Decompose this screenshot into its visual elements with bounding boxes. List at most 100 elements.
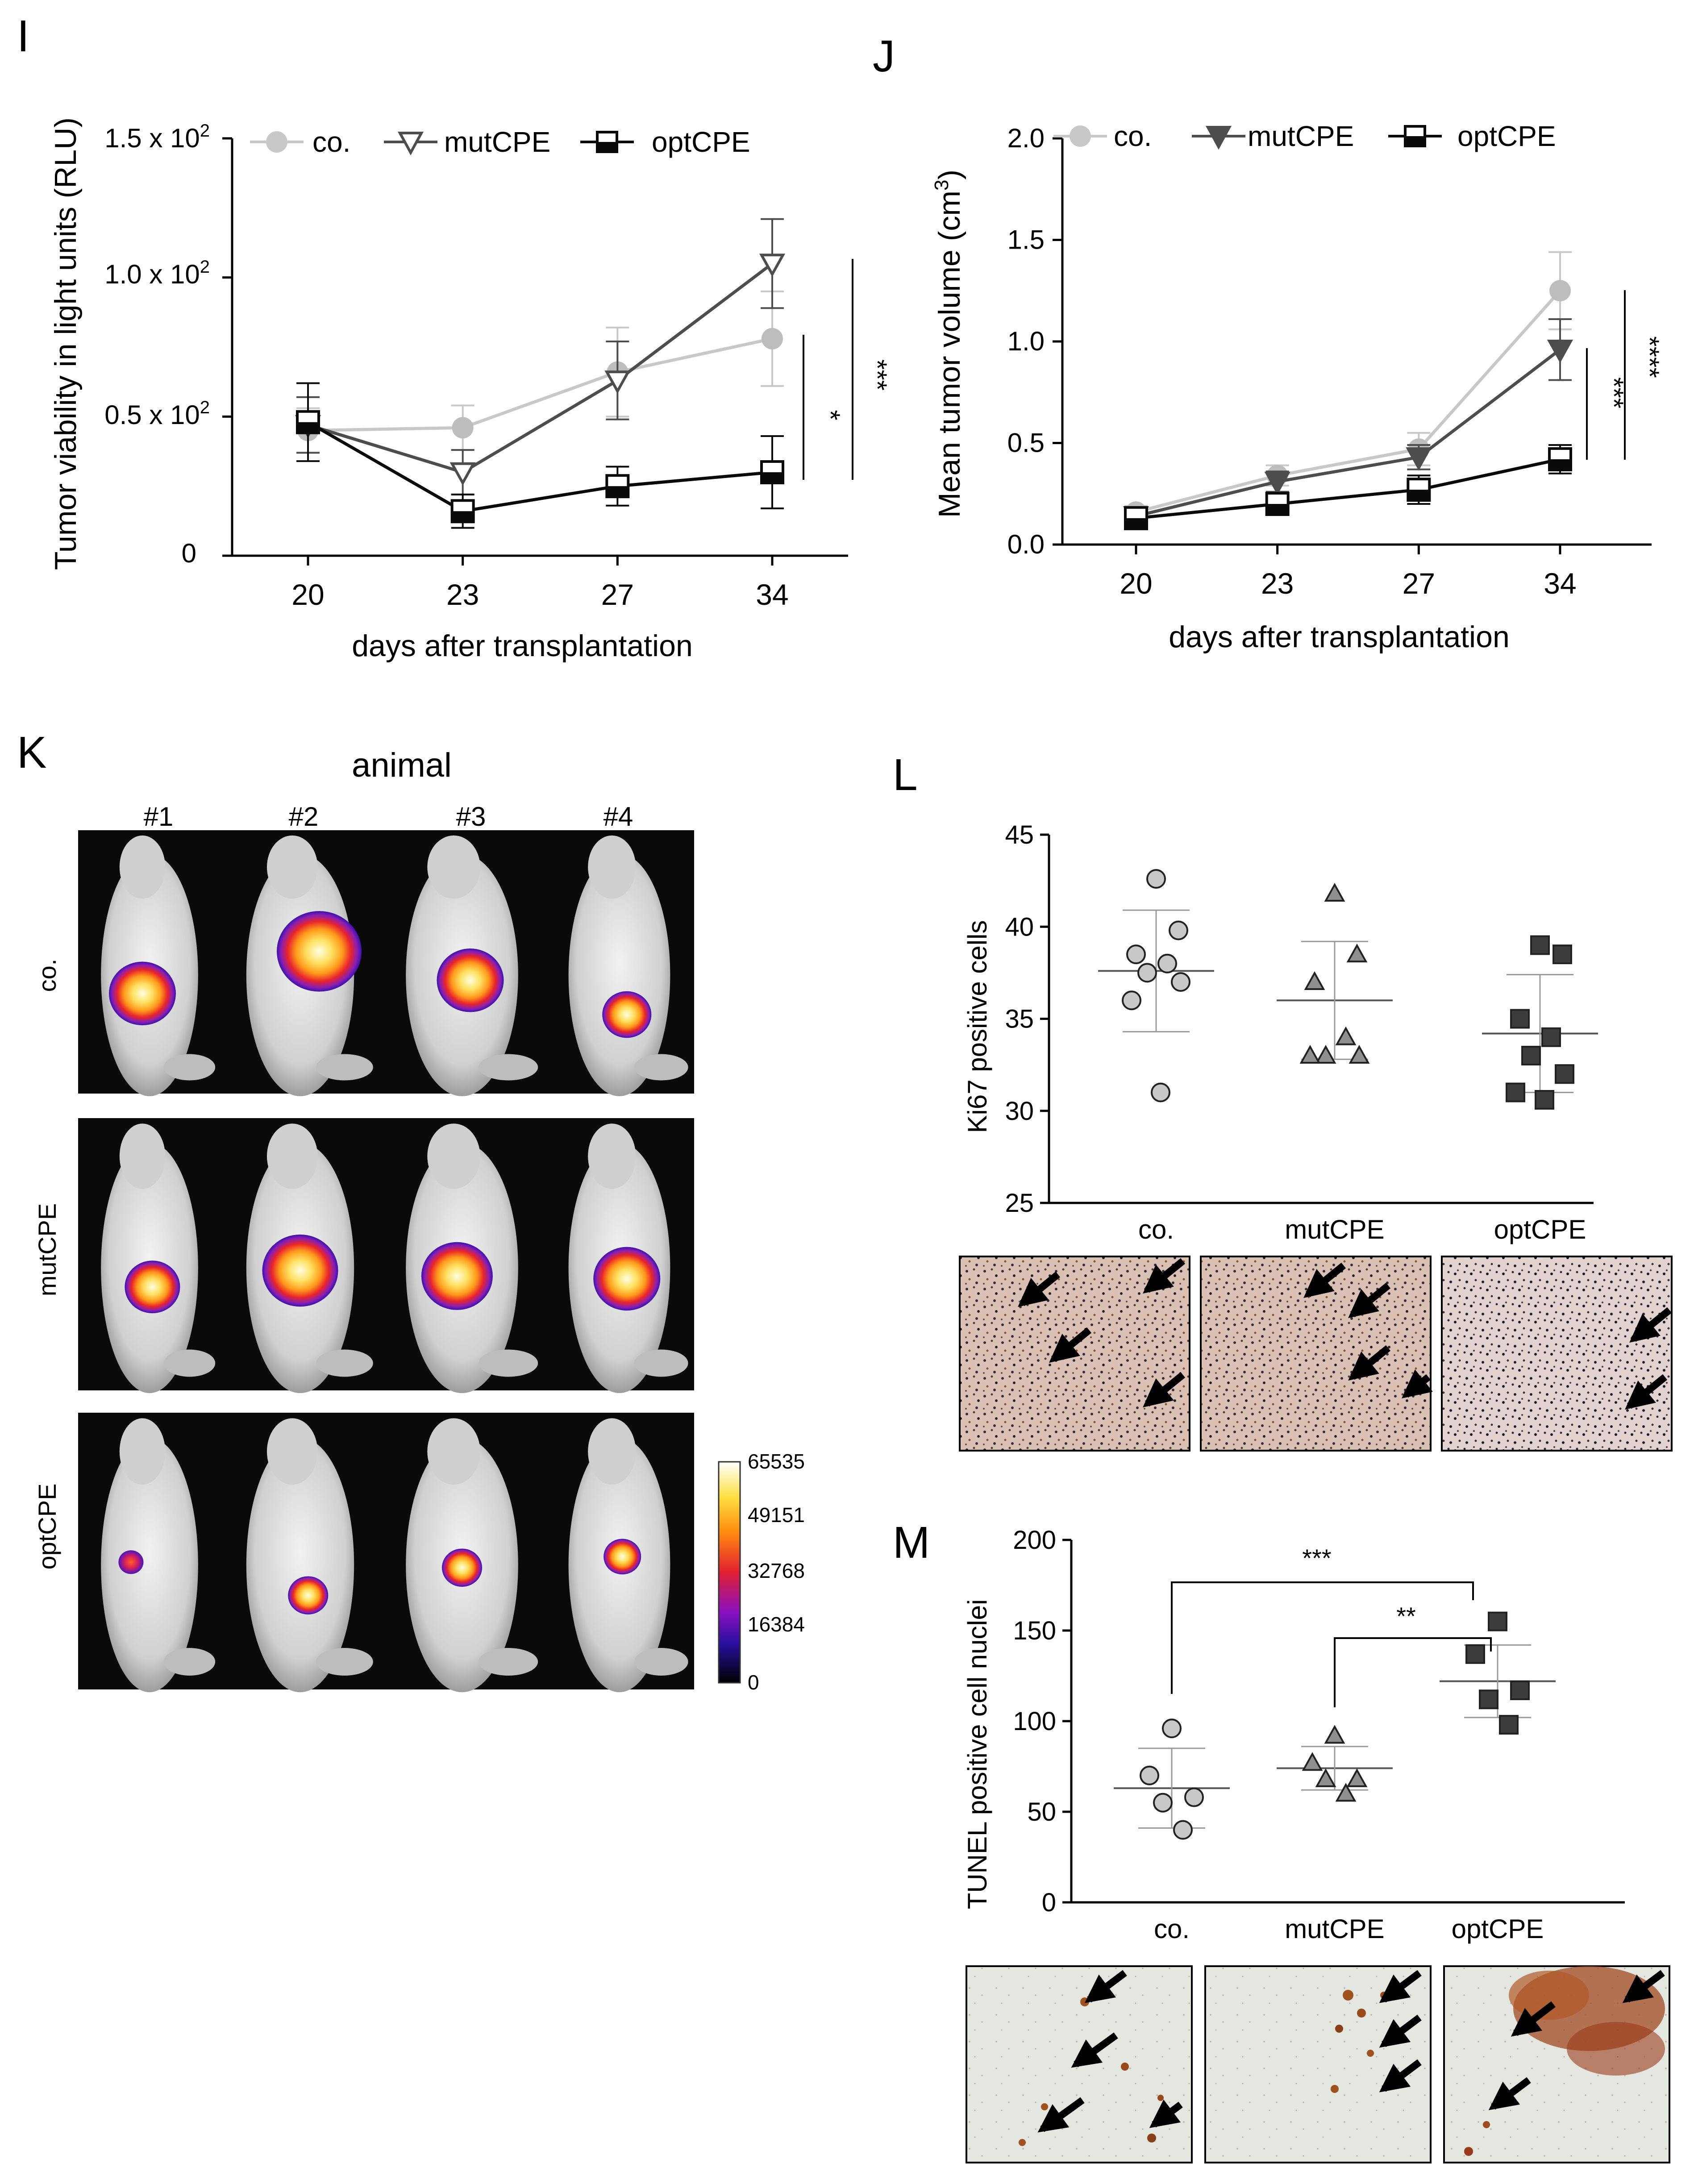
x-tick-label: 20 — [291, 578, 324, 611]
data-point-optCPE-fill — [1549, 459, 1571, 470]
chart-M-bracket — [1334, 1637, 1492, 1707]
imaging-row — [78, 1118, 694, 1394]
data-point-optCPE-fill — [762, 472, 783, 483]
mouse-head — [266, 835, 318, 899]
x-category-label: mutCPE — [1285, 1215, 1384, 1244]
data-point-mutCPE — [1547, 340, 1573, 363]
legend-label-mut: mutCPE — [444, 126, 550, 158]
legend-marker-opt — [597, 142, 617, 152]
data-point-optCPE — [1548, 447, 1572, 471]
y-tick-label: 0.0 — [1007, 529, 1045, 559]
data-point-co. — [1137, 963, 1157, 983]
data-point-mutCPE — [1304, 971, 1325, 990]
mouse-leg — [634, 1349, 688, 1377]
data-point-optCPE — [1521, 1046, 1541, 1065]
x-tick-label: 34 — [1544, 567, 1576, 600]
chart-I: Tumor viability in light units (RLU) day… — [49, 117, 892, 663]
colorbar-tick: 16384 — [748, 1613, 805, 1636]
data-point-optCPE — [760, 460, 784, 484]
ylabel-base: Mean tumor volume (cm — [932, 191, 966, 518]
bioluminescence-signal — [593, 1247, 661, 1311]
chart-M-sig: ** — [1396, 1602, 1416, 1630]
legend-marker-opt — [1405, 136, 1425, 146]
chart-J-sig: *** — [1599, 377, 1629, 408]
ki67-micrograph-optcpe — [1441, 1256, 1673, 1452]
legend-label-opt: optCPE — [652, 126, 750, 158]
data-point-optCPE — [1555, 1064, 1574, 1084]
arrow — [1629, 1307, 1672, 1343]
mouse-body — [246, 1437, 354, 1693]
panel-label-M: M — [893, 1518, 930, 1568]
arrow — [1049, 1327, 1092, 1363]
chart-M: TUNEL positive cell nuclei 050100150200 … — [962, 1526, 1670, 2163]
x-tick-label: 27 — [1403, 567, 1435, 600]
data-point-mutCPE — [1302, 1752, 1323, 1771]
panel-label-L: L — [893, 750, 918, 800]
legend-marker-co — [1070, 125, 1091, 147]
mouse-leg — [634, 1648, 688, 1676]
series-line-mutCPE — [307, 262, 774, 474]
x-category-label: optCPE — [1494, 1215, 1586, 1244]
data-point-optCPE-fill — [452, 511, 474, 522]
x-tick-label: 23 — [446, 578, 479, 611]
y-tick-label: 2.0 — [1007, 123, 1045, 153]
legend-label-opt: optCPE — [1457, 120, 1556, 152]
ylabel-end: ) — [932, 170, 966, 180]
panel-label-J: J — [873, 31, 895, 81]
series-line-optCPE — [1136, 458, 1561, 520]
data-point-co. — [1169, 920, 1188, 940]
mouse-head — [119, 835, 166, 899]
data-point-mutCPE — [1324, 882, 1345, 902]
y-tick-label: 40 — [1005, 912, 1034, 941]
arrow — [1511, 2001, 1556, 2037]
colorbar — [718, 1461, 741, 1684]
data-point-optCPE-fill — [1266, 504, 1288, 515]
chart-M-ylabel: TUNEL positive cell nuclei — [962, 1599, 992, 1909]
y-tick-label: 0.5 — [1007, 428, 1045, 458]
arrow — [1379, 2059, 1422, 2092]
data-point-mutCPE — [1315, 1768, 1336, 1787]
x-tick-label: 20 — [1120, 567, 1152, 600]
imaging-title: animal — [352, 746, 452, 784]
x-category-label: co. — [1154, 1914, 1190, 1944]
chart-J-legend: co. mutCPE optCPE — [1053, 120, 1556, 152]
arrow — [1348, 1345, 1391, 1381]
imaging-panel-K: animal #1 #2 #3 #4 co. mutCPE optCPE 655… — [33, 746, 805, 1694]
mouse-head — [266, 1123, 318, 1189]
x-tick-label: 23 — [1261, 567, 1294, 600]
data-point-mutCPE — [1335, 1783, 1357, 1802]
data-point-optCPE — [605, 474, 630, 499]
data-point-optCPE — [1124, 506, 1148, 530]
data-point-co. — [1153, 1793, 1173, 1813]
x-category-label: mutCPE — [1285, 1914, 1384, 1944]
colorbar-tick: 32768 — [748, 1559, 805, 1582]
data-point-optCPE — [1499, 1715, 1519, 1735]
chart-J-xlabel: days after transplantation — [1169, 620, 1510, 654]
y-tick-label: 50 — [1027, 1797, 1056, 1826]
data-point-mutCPE — [1324, 1725, 1345, 1744]
chart-J-sig: **** — [1635, 336, 1665, 378]
mouse-leg — [164, 1648, 216, 1676]
chart-I-ytick: 0 — [182, 538, 196, 568]
y-tick-label: 25 — [1005, 1189, 1034, 1218]
mouse-body — [101, 1437, 198, 1693]
chart-I-legend: co. mutCPE optCPE — [250, 126, 750, 158]
bioluminescence-signal — [109, 961, 176, 1026]
x-category-label: optCPE — [1452, 1914, 1544, 1944]
tunel-arrows — [1037, 1970, 1665, 2133]
data-point-optCPE-fill — [607, 486, 628, 497]
imaging-row — [78, 1413, 694, 1693]
y-tick-label: 100 — [1013, 1707, 1056, 1736]
arrow — [1018, 1271, 1061, 1307]
bioluminescence-signal — [125, 1260, 180, 1314]
arrow — [1149, 2099, 1183, 2128]
data-point-optCPE — [1510, 1680, 1530, 1700]
legend-label-mut: mutCPE — [1248, 120, 1354, 152]
panel-label-K: K — [17, 728, 47, 778]
data-point-mutCPE — [1335, 1026, 1357, 1045]
ylabel-sup: 3 — [931, 180, 953, 191]
y-tick-label: 35 — [1005, 1005, 1034, 1034]
chart-I-ytick: 1.0 x 102 — [104, 257, 210, 289]
arrow — [1143, 1372, 1186, 1408]
y-tick-label: 45 — [1005, 820, 1034, 849]
